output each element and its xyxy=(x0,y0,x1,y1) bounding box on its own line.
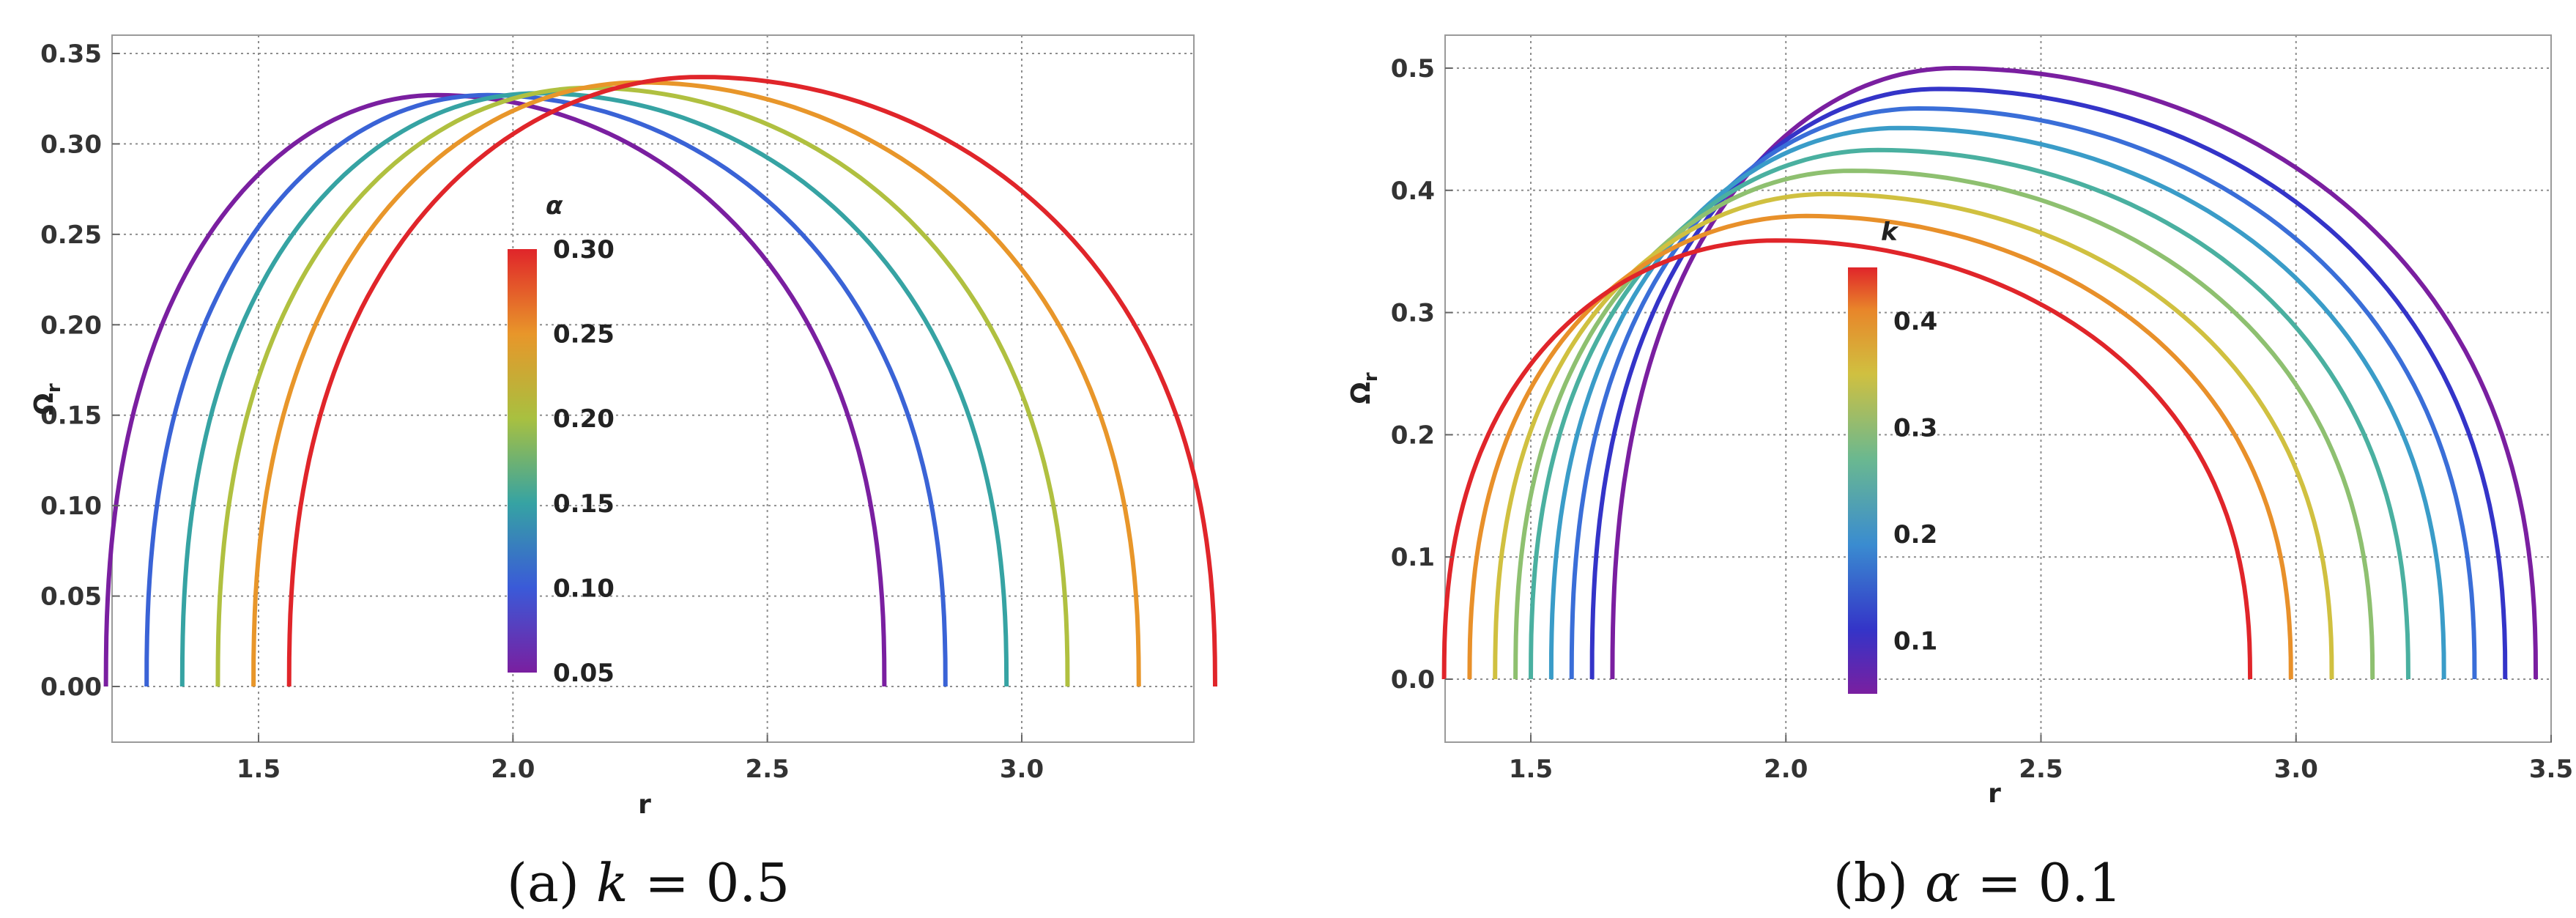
panel-a: α = 0.05α = 0.10α = 0.15α = 0.20α = 0.25… xyxy=(29,34,1217,914)
colorbar-ticks: 0.05 0.10 0.15 0.20 0.25 0.30 xyxy=(553,235,615,688)
colorbar-tick-label: 0.1 xyxy=(1893,626,1937,656)
x-tick-label: 1.5 xyxy=(237,755,281,784)
series-curve-3: k = 0.15 xyxy=(1569,106,2477,680)
curves: k = 0.05k = 0.10k = 0.15k = 0.20k = 0.25… xyxy=(1441,65,2539,680)
x-tick-label: 3.0 xyxy=(1000,755,1044,784)
y-tick-label: 0.05 xyxy=(40,582,102,612)
series-curve-5: k = 0.25 xyxy=(1529,147,2410,680)
y-tick-label: 0.3 xyxy=(1391,299,1435,328)
y-axis-label: Ωr xyxy=(1346,372,1382,404)
y-tick-label: 0.5 xyxy=(1391,54,1435,84)
y-tick-label: 0.35 xyxy=(40,40,102,69)
svg-text:Ωr: Ωr xyxy=(1346,372,1382,404)
colorbar-gradient xyxy=(1848,267,1877,694)
x-axis-label: r xyxy=(638,790,651,820)
axis-ticks: 1.5 2.0 2.5 3.0 3.5 0.0 0.1 0.2 0.3 0.4 0.5 xyxy=(1391,54,2573,784)
y-tick-label: 0.10 xyxy=(40,492,102,521)
series-curve-7: k = 0.35 xyxy=(1493,191,2334,680)
series-curve-8: k = 0.40 xyxy=(1467,213,2293,680)
colorbar-ticks: 0.1 0.2 0.3 0.4 xyxy=(1893,307,1937,656)
colorbar-gradient xyxy=(508,249,537,673)
x-tick-label: 1.5 xyxy=(1509,755,1553,784)
series-curve-4: k = 0.20 xyxy=(1548,125,2446,680)
y-tick-label: 0.1 xyxy=(1391,543,1435,572)
x-tick-label: 2.0 xyxy=(1764,755,1808,784)
y-tick-label: 0.20 xyxy=(40,311,102,340)
colorbar-tick-label: 0.15 xyxy=(553,489,615,519)
y-tick-label: 0.25 xyxy=(40,221,102,250)
series-curve-9: k = 0.45 xyxy=(1441,238,2253,680)
colorbar-title: α xyxy=(546,191,563,221)
colorbar-tick-label: 0.4 xyxy=(1893,307,1937,336)
plot-frame xyxy=(1444,34,2552,743)
grid-lines xyxy=(112,35,1194,742)
series-curve-6: α = 0.30 xyxy=(286,75,1217,687)
y-tick-label: 0.15 xyxy=(40,401,102,431)
series-curve-1: α = 0.05 xyxy=(103,92,887,687)
x-tick-label: 3.0 xyxy=(2274,755,2318,784)
y-tick-label: 0.4 xyxy=(1391,177,1435,206)
series-curve-2: k = 0.10 xyxy=(1589,86,2508,680)
y-tick-label: 0.2 xyxy=(1391,421,1435,450)
panel-b: k = 0.05k = 0.10k = 0.15k = 0.20k = 0.25… xyxy=(1346,34,2573,914)
axis-ticks: 1.5 2.0 2.5 3.0 0.00 0.05 0.10 0.15 0.20 0.25 0.30… xyxy=(40,40,1044,784)
caption-a: (a) k = 0.5 xyxy=(507,852,790,914)
colorbar-tick-label: 0.05 xyxy=(553,659,615,688)
x-tick-label: 3.5 xyxy=(2529,755,2573,784)
x-tick-label: 2.5 xyxy=(2019,755,2063,784)
series-curve-6: k = 0.30 xyxy=(1513,169,2375,680)
y-tick-label: 0.30 xyxy=(40,130,102,159)
colorbar-tick-label: 0.2 xyxy=(1893,520,1937,549)
x-tick-label: 2.5 xyxy=(746,755,790,784)
colorbar-tick-label: 0.25 xyxy=(553,320,615,349)
curves: α = 0.05α = 0.10α = 0.15α = 0.20α = 0.25… xyxy=(103,75,1217,687)
x-axis-label: r xyxy=(1988,779,2001,809)
y-tick-label: 0.00 xyxy=(40,673,102,702)
series-curve-1: k = 0.05 xyxy=(1610,65,2539,680)
colorbar-tick-label: 0.10 xyxy=(553,574,615,603)
colorbar-title: k xyxy=(1881,218,1899,247)
colorbar-tick-label: 0.3 xyxy=(1893,413,1937,443)
series-curve-2: α = 0.10 xyxy=(144,92,948,687)
y-tick-label: 0.0 xyxy=(1391,665,1435,695)
caption-b: (b) α = 0.1 xyxy=(1833,852,2122,914)
colorbar-tick-label: 0.30 xyxy=(553,235,615,264)
x-tick-label: 2.0 xyxy=(491,755,535,784)
plot-frame xyxy=(111,34,1195,743)
colorbar-tick-label: 0.20 xyxy=(553,404,615,434)
